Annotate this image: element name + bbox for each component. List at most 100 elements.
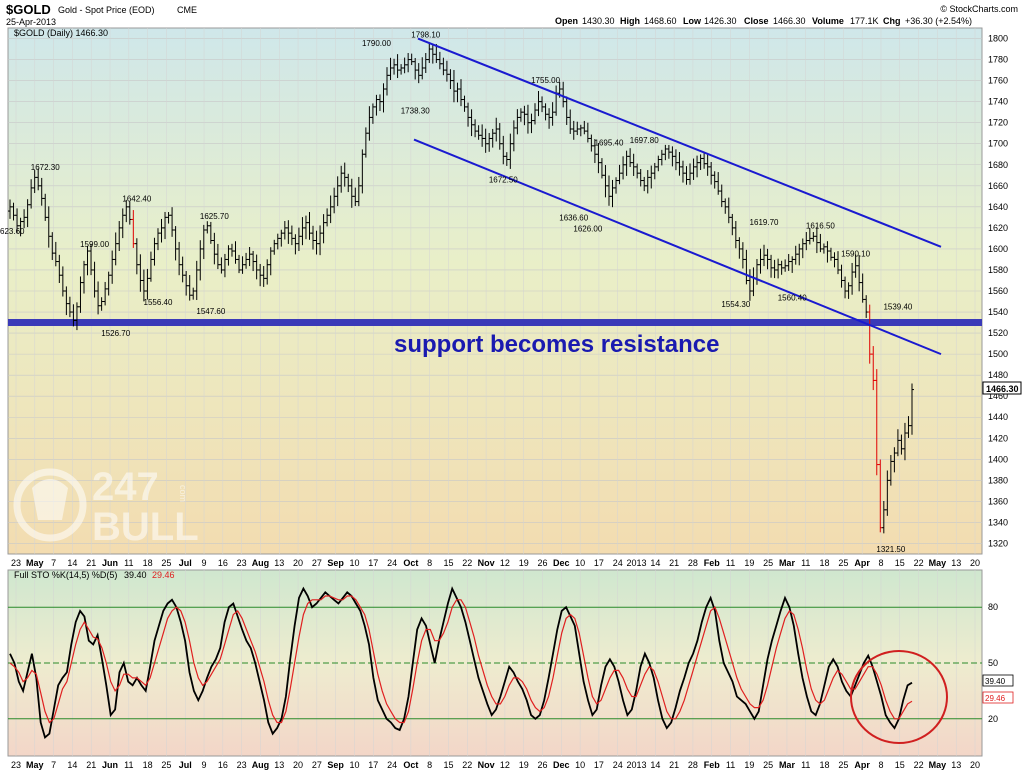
peak-label: 1556.40 (144, 298, 173, 307)
price-tick-label: 1760 (988, 76, 1008, 86)
price-x-tick-label: 18 (820, 558, 830, 568)
sto-x-tick-label: Apr (854, 760, 870, 770)
price-x-tick-label: 13 (951, 558, 961, 568)
price-x-tick-label: 14 (67, 558, 77, 568)
price-x-tick-label: 17 (368, 558, 378, 568)
price-x-tick-label: Jul (179, 558, 192, 568)
channel-lines (413, 37, 942, 356)
price-x-tick-label: Dec (553, 558, 570, 568)
price-x-tick-label: May (26, 558, 44, 568)
sto-x-tick-label: 14 (67, 760, 77, 770)
sto-x-tick-label: 10 (575, 760, 585, 770)
price-tick-label: 1460 (988, 391, 1008, 401)
price-x-tick-label: 28 (688, 558, 698, 568)
sto-tick-label: 20 (988, 714, 998, 724)
price-tick-label: 1740 (988, 97, 1008, 107)
peak-label: 1590.10 (841, 249, 870, 258)
price-tick-label: 1780 (988, 55, 1008, 65)
peak-label: 1798.10 (411, 31, 440, 40)
price-x-tick-label: 22 (462, 558, 472, 568)
sto-x-tick-label: 24 (387, 760, 397, 770)
date-label: 25-Apr-2013 (6, 17, 56, 27)
peak-label: 1755.00 (531, 76, 560, 85)
sto-x-tick-label: 13 (951, 760, 961, 770)
price-bar (910, 383, 914, 435)
sto-x-tick-label: 11 (726, 760, 735, 770)
sto-x-tick-label: 23 (237, 760, 247, 770)
sto-x-tick-label: Jul (179, 760, 192, 770)
price-x-tick-label: Apr (854, 558, 870, 568)
price-x-tick-label: May (929, 558, 947, 568)
sto-x-tick-label: 15 (895, 760, 905, 770)
price-x-tick-label: 25 (838, 558, 848, 568)
sto-x-tick-label: Nov (478, 760, 495, 770)
sto-d-badge: 29.46 (982, 691, 1014, 704)
peak-label: 1790.00 (362, 39, 391, 48)
price-tick-label: 1500 (988, 349, 1008, 359)
sto-legend-d: 29.46 (152, 570, 175, 580)
sto-tick-label: 80 (988, 602, 998, 612)
price-x-tick-label: 21 (86, 558, 96, 568)
peak-label: 1560.40 (778, 294, 807, 303)
price-tick-label: 1540 (988, 307, 1008, 317)
sto-k-line (9, 586, 913, 739)
price-grid (8, 28, 982, 554)
sto-x-tick-label: 28 (688, 760, 698, 770)
sto-x-tick-label: 7 (51, 760, 56, 770)
sto-x-tick-label: Sep (327, 760, 344, 770)
price-x-tick-label: 15 (443, 558, 453, 568)
price-x-tick-label: 8 (427, 558, 432, 568)
sto-x-tick-label: 19 (519, 760, 529, 770)
sto-x-tick-label: 9 (202, 760, 207, 770)
price-tick-label: 1320 (988, 538, 1008, 548)
price-x-tick-label: 11 (726, 558, 735, 568)
price-tick-label: 1380 (988, 475, 1008, 485)
sto-x-tick-label: 20 (293, 760, 303, 770)
price-x-tick-label: 17 (594, 558, 604, 568)
chg-label: Chg (883, 16, 901, 26)
price-tick-label: 1440 (988, 412, 1008, 422)
price-x-tick-label: 20 (970, 558, 980, 568)
price-tick-label: 1680 (988, 160, 1008, 170)
sto-x-tick-label: 24 (613, 760, 623, 770)
bull-logo: 247 BULL com (13, 465, 199, 549)
price-tick-label: 1620 (988, 223, 1008, 233)
sto-x-tick-label: 23 (11, 760, 21, 770)
price-x-tick-label: 12 (500, 558, 510, 568)
price-x-tick-label: 13 (274, 558, 284, 568)
volume-label: Volume (812, 16, 844, 26)
sto-x-tick-label: 11 (124, 760, 133, 770)
price-x-tick-label: Aug (252, 558, 270, 568)
sto-x-tick-label: 16 (218, 760, 228, 770)
price-tick-label: 1640 (988, 202, 1008, 212)
peak-label: 1616.50 (806, 222, 835, 231)
chg-value: +36.30 (+2.54%) (905, 16, 972, 26)
high-value: 1468.60 (644, 16, 677, 26)
close-label: Close (744, 16, 769, 26)
peak-label: 1539.40 (883, 303, 912, 312)
price-x-tick-label: 27 (312, 558, 322, 568)
sto-x-tick-label: 27 (312, 760, 322, 770)
peak-label: 1626.00 (573, 225, 602, 234)
sto-x-tick-label: 19 (744, 760, 754, 770)
sto-y-axis: 20 50 80 (988, 602, 998, 724)
price-tick-label: 1400 (988, 454, 1008, 464)
price-x-tick-label: 2013 (627, 558, 647, 568)
volume-value: 177.1K (850, 16, 879, 26)
sto-x-tick-label: 8 (427, 760, 432, 770)
price-tick-label: 1720 (988, 118, 1008, 128)
sto-x-tick-label: 20 (970, 760, 980, 770)
price-tick-label: 1560 (988, 286, 1008, 296)
last-price-badge: 1466.30 (982, 381, 1022, 395)
price-x-tick-label: Sep (327, 558, 344, 568)
price-x-tick-label: 22 (914, 558, 924, 568)
logo-small: com (178, 485, 188, 502)
price-x-axis: 23 May 7 14 21 Jun 11 18 25 Jul 9 16 23 Aug 13 20 27 Sep 1… (11, 558, 980, 568)
sto-x-tick-label: 11 (801, 760, 810, 770)
price-x-tick-label: 14 (650, 558, 660, 568)
price-x-tick-label: 26 (538, 558, 548, 568)
price-bars (8, 42, 914, 534)
low-label: Low (683, 16, 702, 26)
price-x-tick-label: 11 (124, 558, 133, 568)
